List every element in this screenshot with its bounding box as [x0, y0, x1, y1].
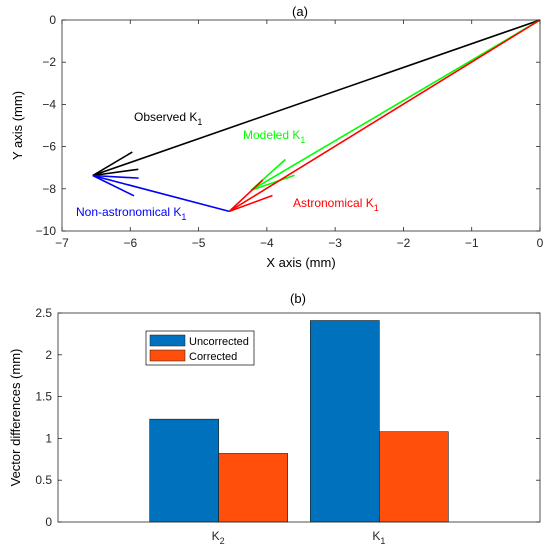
- vector-non-astronomical-arrowhead: [92, 174, 135, 197]
- panel-a-y-axis-label: Y axis (mm): [10, 91, 25, 160]
- panel-a-vectors: [92, 19, 541, 213]
- x-tick-label: −2: [397, 236, 411, 250]
- y-tick-label: 2: [45, 348, 52, 362]
- y-tick-label: −4: [42, 97, 56, 111]
- vector-label-observed-subscript: 1: [197, 117, 202, 127]
- vector-label-non-astronomical-base: Non-astronomical K: [76, 205, 181, 219]
- vector-label-astronomical: Astronomical K1: [293, 196, 379, 213]
- panel-a-x-ticks: −7 −6 −5 −4 −3 −2 −1 0: [55, 20, 544, 250]
- legend-swatch-corrected: [149, 349, 186, 362]
- legend-label-uncorrected: Uncorrected: [189, 336, 249, 348]
- vector-astronomical-arrowhead: [229, 194, 273, 213]
- vector-astronomical-shaft: [228, 19, 541, 213]
- y-tick-label: 0.5: [35, 473, 52, 487]
- bar-corrected-k2: [218, 453, 288, 523]
- panel-b-title: (b): [290, 291, 306, 306]
- vector-label-astronomical-base: Astronomical K: [293, 196, 374, 210]
- panel-b-legend: Uncorrected Corrected: [145, 330, 255, 366]
- legend-swatch-uncorrected: [149, 334, 186, 347]
- y-tick-label: 0: [45, 515, 52, 529]
- vector-observed-arrowhead: [92, 168, 139, 177]
- panel-b-y-axis-label: Vector differences (mm): [8, 349, 23, 487]
- category-label-base: K: [372, 529, 380, 543]
- vector-observed: [92, 19, 541, 177]
- category-label: K2: [212, 529, 225, 546]
- x-tick-label: −6: [123, 236, 137, 250]
- x-tick-label: −7: [55, 236, 69, 250]
- bar-uncorrected-k1: [310, 320, 380, 523]
- category-label-subscript: 1: [380, 536, 385, 546]
- y-tick-label: 1: [45, 431, 52, 445]
- vector-label-modeled: Modeled K1: [243, 128, 305, 145]
- panel-a-x-axis-label: X axis (mm): [266, 255, 335, 270]
- y-tick-label: 2.5: [35, 306, 52, 320]
- vector-label-modeled-subscript: 1: [300, 135, 305, 145]
- x-tick-label: −1: [465, 236, 479, 250]
- vector-label-non-astronomical: Non-astronomical K1: [76, 205, 186, 222]
- y-tick-label: −10: [36, 224, 57, 238]
- category-label: K1: [372, 529, 385, 546]
- y-tick-label: 1.5: [35, 390, 52, 404]
- vector-astronomical-arrowhead: [228, 179, 264, 212]
- vector-observed-arrowhead: [92, 151, 133, 177]
- x-tick-label: −4: [260, 236, 274, 250]
- vector-label-observed-base: Observed K: [134, 110, 197, 124]
- vector-modeled-shaft: [250, 19, 541, 191]
- vector-non-astronomical-arrowhead: [92, 174, 139, 179]
- panel-b-bar-chart: (b) K2 K1 00.511.522.5 Vector differences…: [8, 291, 541, 546]
- vector-label-observed: Observed K1: [134, 110, 202, 127]
- x-tick-label: −5: [192, 236, 206, 250]
- panel-b-y-ticks: 0 0.5 1 1.5 2 2.5: [35, 306, 540, 529]
- legend-label-corrected: Corrected: [189, 351, 237, 363]
- vector-observed-shaft: [92, 19, 541, 177]
- y-tick-label: 0: [49, 13, 56, 27]
- bar-uncorrected-k2: [149, 418, 219, 523]
- panel-a-axes-box: [61, 19, 541, 232]
- category-label-subscript: 2: [220, 536, 225, 546]
- x-tick-label: 0: [537, 236, 544, 250]
- vector-modeled-arrowhead: [250, 174, 295, 192]
- y-tick-label: −6: [42, 140, 56, 154]
- panel-b-bars: [149, 320, 449, 523]
- bar-corrected-k1: [379, 431, 449, 523]
- panel-b-x-ticks: K2 K1: [212, 518, 385, 546]
- y-tick-label: −8: [42, 182, 56, 196]
- vector-label-modeled-base: Modeled K: [243, 128, 300, 142]
- vector-non-astronomical-shaft: [92, 174, 230, 213]
- category-label-base: K: [212, 529, 220, 543]
- vector-label-astronomical-subscript: 1: [374, 203, 379, 213]
- panel-a-title: (a): [292, 4, 308, 19]
- vector-non-astronomical: [92, 174, 230, 213]
- vector-astronomical: [228, 19, 541, 213]
- vector-label-non-astronomical-subscript: 1: [181, 212, 186, 222]
- y-tick-label: −2: [42, 55, 56, 69]
- x-tick-label: −3: [328, 236, 342, 250]
- panel-a-y-ticks: 0 −2 −4 −6 −8 −10: [36, 13, 540, 238]
- panel-b-axes-box: [57, 312, 541, 523]
